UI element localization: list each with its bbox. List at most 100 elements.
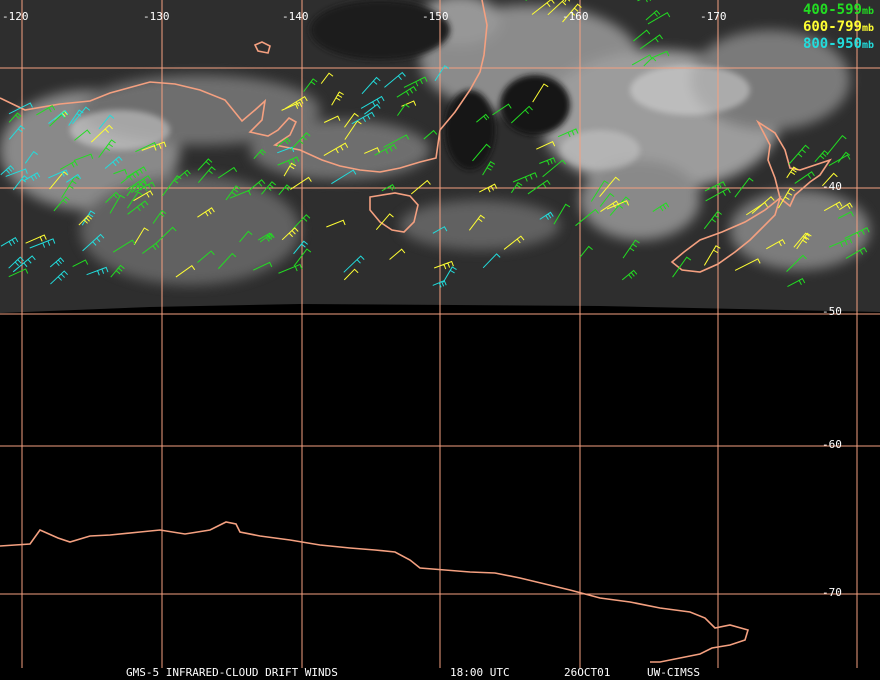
legend-400-599: 400-599mb (803, 2, 874, 20)
wind-barb (12, 255, 36, 273)
wind-barb (703, 245, 721, 266)
wind-barb (53, 196, 70, 212)
wind-barb (8, 256, 25, 269)
wind-barb (8, 112, 22, 123)
wind-barb (197, 166, 216, 183)
wind-barb (468, 214, 485, 231)
wind-barb (293, 240, 308, 255)
wind-barb (492, 103, 512, 116)
wind-barb (639, 34, 663, 50)
wind-barb (134, 181, 156, 193)
wind-barb (381, 183, 396, 192)
wind-barb (90, 124, 113, 143)
wind-barb (239, 230, 253, 243)
wind-barb (281, 227, 299, 241)
wind-barb (261, 181, 277, 195)
wind-barb (229, 189, 251, 199)
legend-range: 400-599 (802, 2, 862, 18)
wind-barb (225, 185, 241, 201)
wind-barb (36, 104, 56, 116)
wind-barb (705, 187, 731, 202)
wind-barb (653, 50, 670, 58)
wind-barb (575, 208, 599, 227)
wind-barb (751, 196, 775, 214)
wind-barb (344, 112, 359, 128)
wind-barb (389, 248, 406, 260)
wind-barb (74, 129, 91, 141)
wind-barb (542, 159, 567, 178)
wind-barb (652, 202, 670, 212)
wind-barb (478, 183, 498, 193)
wind-barb (766, 238, 786, 250)
wind-barb (482, 161, 496, 176)
wind-barb (303, 78, 318, 92)
wind-barb (531, 0, 555, 15)
wind-barb (609, 196, 631, 216)
wind-barb (645, 9, 661, 21)
wind-barb (527, 179, 551, 195)
wind-barb (175, 169, 191, 181)
wind-barb (557, 128, 579, 138)
wind-barb (0, 165, 15, 176)
wind-barb (257, 232, 273, 241)
legend-800-950: 800-950mb (803, 36, 874, 54)
wind-barb (788, 144, 810, 165)
wind-barb (133, 227, 149, 245)
wind-barb (253, 261, 273, 271)
wind-barb (343, 255, 365, 273)
wind-barb (72, 259, 89, 267)
wind-barb (5, 168, 28, 177)
wind-barb (126, 191, 143, 209)
wind-barb (396, 85, 417, 98)
wind-barb (66, 173, 82, 183)
wind-barb (8, 125, 25, 140)
wind-barb (364, 103, 381, 115)
wind-barb (155, 226, 177, 245)
wind-barb (796, 232, 812, 250)
lat-label: -70 (822, 586, 842, 599)
wind-barb (120, 170, 140, 184)
wind-barb (50, 270, 69, 285)
wind-barb (293, 248, 312, 267)
wind-barb (384, 71, 406, 88)
wind-barb (141, 141, 167, 151)
wind-barb (383, 134, 410, 148)
wind-barb (25, 234, 47, 244)
footer-product: GMS-5 INFRARED-CLOUD DRIFT WINDS (126, 666, 338, 679)
wind-barb (823, 201, 843, 212)
wind-barb (197, 158, 213, 171)
wind-barb (81, 210, 96, 226)
wind-barb (599, 192, 615, 207)
wind-barb (562, 3, 582, 23)
wind-barb (23, 172, 41, 182)
wind-barb (433, 260, 454, 270)
wind-barb (786, 166, 799, 179)
wind-barb (821, 172, 838, 187)
wind-barb (838, 202, 853, 211)
wind-barb (512, 172, 538, 183)
wind-barb (364, 147, 380, 154)
wind-barb (12, 175, 29, 191)
wind-barb (343, 268, 359, 281)
wind-barb (793, 232, 810, 248)
wind-barb (837, 151, 851, 163)
wind-barb (113, 168, 128, 175)
wind-barb (112, 239, 136, 253)
wind-barb (786, 254, 807, 272)
wind-barb (539, 211, 554, 220)
wind-barb (61, 175, 80, 198)
wind-barb (49, 257, 65, 268)
legend-range: 600-799 (802, 19, 862, 35)
wind-barb (344, 120, 362, 140)
wind-barb (845, 247, 868, 259)
wind-barb (281, 101, 303, 111)
legend-unit: mb (861, 23, 874, 34)
wind-barb (276, 137, 291, 148)
wind-barb (510, 105, 533, 124)
wind-barb (127, 200, 149, 215)
legend-unit: mb (861, 6, 874, 17)
lat-label: -50 (822, 305, 842, 318)
wind-barb (410, 179, 431, 195)
lon-label: -120 (2, 10, 29, 23)
